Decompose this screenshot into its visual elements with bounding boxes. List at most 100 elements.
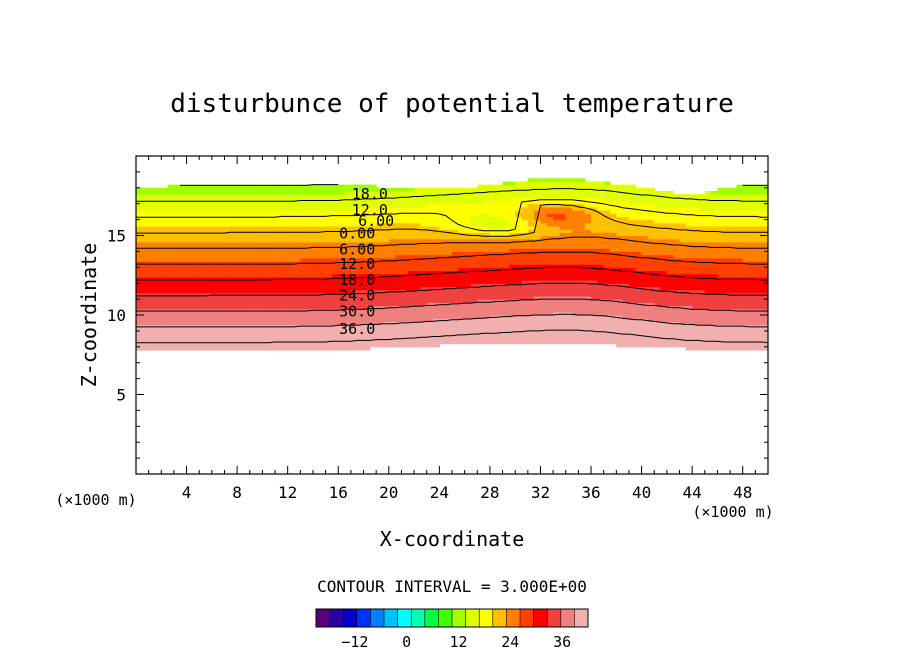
contour-cell <box>369 273 377 278</box>
contour-cell <box>546 324 554 329</box>
contour-cell <box>458 315 466 319</box>
contour-cell <box>723 295 731 300</box>
contour-cell <box>553 200 561 205</box>
contour-cell <box>616 318 624 322</box>
contour-cell <box>426 254 434 259</box>
contour-cell <box>660 315 668 319</box>
contour-cell <box>534 229 542 233</box>
contour-cell <box>224 194 232 198</box>
contour-cell <box>287 327 295 332</box>
contour-cell <box>647 260 655 265</box>
contour-cell <box>679 289 687 294</box>
contour-cell <box>344 311 352 316</box>
contour-cell <box>508 330 516 335</box>
contour-cell <box>243 330 251 335</box>
contour-cell <box>534 235 542 240</box>
contour-cell <box>698 270 706 275</box>
contour-cell <box>711 305 719 310</box>
contour-cell <box>376 197 384 202</box>
contour-cell <box>470 251 478 256</box>
contour-cell <box>275 346 282 351</box>
contour-cell <box>325 190 333 195</box>
contour-cell <box>559 273 567 278</box>
contour-cell <box>249 289 257 294</box>
contour-cell <box>275 184 282 189</box>
contour-cell <box>136 283 143 287</box>
contour-cell <box>167 321 175 326</box>
contour-cell <box>635 257 643 262</box>
contour-cell <box>350 264 358 268</box>
contour-cell <box>205 197 213 202</box>
contour-cell <box>395 302 403 307</box>
contour-cell <box>666 251 674 256</box>
contour-cell <box>161 289 169 294</box>
contour-cell <box>641 232 649 237</box>
contour-cell <box>136 210 143 214</box>
contour-cell <box>224 203 232 208</box>
contour-cell <box>376 222 384 227</box>
contour-cell <box>534 334 542 338</box>
contour-cell <box>610 276 617 281</box>
contour-cell <box>597 194 605 198</box>
contour-cell <box>502 219 510 224</box>
contour-cell <box>622 216 630 221</box>
contour-cell <box>610 318 617 322</box>
contour-cell <box>704 210 712 214</box>
contour-cell <box>628 324 636 329</box>
contour-cell <box>698 194 706 198</box>
contour-cell <box>243 248 251 252</box>
contour-cell <box>186 213 194 218</box>
contour-cell <box>578 334 586 338</box>
contour-cell <box>433 340 440 345</box>
contour-cell <box>508 200 516 205</box>
contour-cell <box>420 327 428 332</box>
contour-cell <box>306 184 314 189</box>
contour-cell <box>673 308 681 313</box>
contour-cell <box>237 286 245 291</box>
contour-cell <box>685 292 693 297</box>
contour-cell <box>610 340 617 345</box>
contour-cell <box>357 267 365 272</box>
contour-cell <box>470 305 478 310</box>
contour-cell <box>325 232 333 237</box>
contour-cell <box>679 340 687 345</box>
contour-cell <box>376 225 384 230</box>
contour-cell <box>654 343 662 348</box>
contour-cell <box>622 206 630 211</box>
contour-cell <box>407 311 415 316</box>
contour-cell <box>584 181 592 186</box>
contour-cell <box>382 340 390 345</box>
contour-cell <box>445 194 453 198</box>
contour-cell <box>262 267 270 272</box>
contour-cell <box>325 280 333 284</box>
contour-cell <box>610 295 617 300</box>
contour-cell <box>249 235 257 240</box>
contour-cell <box>357 225 365 230</box>
contour-cell <box>230 197 238 202</box>
contour-cell <box>610 270 617 275</box>
contour-cell <box>167 232 175 237</box>
contour-cell <box>230 299 238 303</box>
contour-cell <box>477 283 485 287</box>
contour-cell <box>369 321 377 326</box>
contour-cell <box>218 232 226 237</box>
contour-cell <box>534 203 542 208</box>
contour-cell <box>660 321 668 326</box>
contour-cell <box>742 295 750 300</box>
contour-cell <box>616 238 624 243</box>
contour-cell <box>470 270 478 275</box>
contour-cell <box>376 200 384 205</box>
contour-cell <box>294 334 301 338</box>
contour-cell <box>382 187 390 192</box>
contour-cell <box>591 340 598 345</box>
contour-cell <box>300 327 308 332</box>
contour-cell <box>591 289 598 294</box>
contour-cell <box>527 264 535 268</box>
contour-cell <box>698 264 706 268</box>
contour-cell <box>325 315 333 319</box>
contour-cell <box>344 327 352 332</box>
contour-cell <box>591 245 598 249</box>
contour-cell <box>306 251 314 256</box>
contour-cell <box>180 270 188 275</box>
contour-cell <box>306 238 314 243</box>
